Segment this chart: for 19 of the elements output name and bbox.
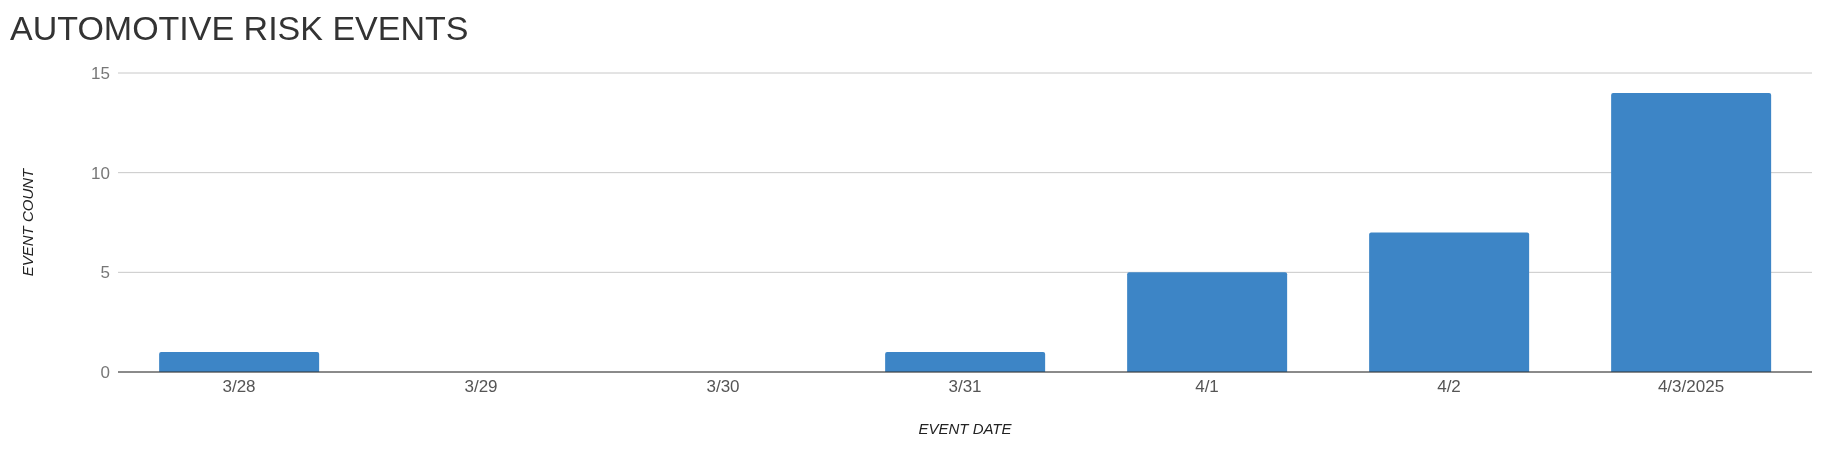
y-axis-title: EVENT COUNT	[19, 166, 37, 277]
bar	[1127, 272, 1288, 372]
bar	[885, 352, 1046, 372]
bar	[1369, 232, 1530, 372]
x-tick-label: 4/2	[1437, 377, 1461, 397]
x-tick-label: 4/3/2025	[1657, 377, 1725, 397]
x-tick-label: 3/28	[222, 377, 256, 397]
y-tick-label: 10	[91, 163, 110, 183]
x-tick-label: 3/31	[948, 377, 982, 397]
y-tick-label: 15	[91, 64, 110, 84]
x-tick-label: 3/29	[464, 377, 498, 397]
y-tick-label: 0	[100, 363, 110, 383]
x-axis-title: EVENT DATE	[918, 420, 1013, 437]
x-tick-label: 4/1	[1195, 377, 1219, 397]
y-tick-label: 5	[100, 263, 110, 283]
bar	[1611, 92, 1772, 372]
chart-title: AUTOMOTIVE RISK EVENTS	[9, 8, 470, 49]
bar	[159, 352, 320, 372]
x-tick-label: 3/30	[706, 377, 740, 397]
